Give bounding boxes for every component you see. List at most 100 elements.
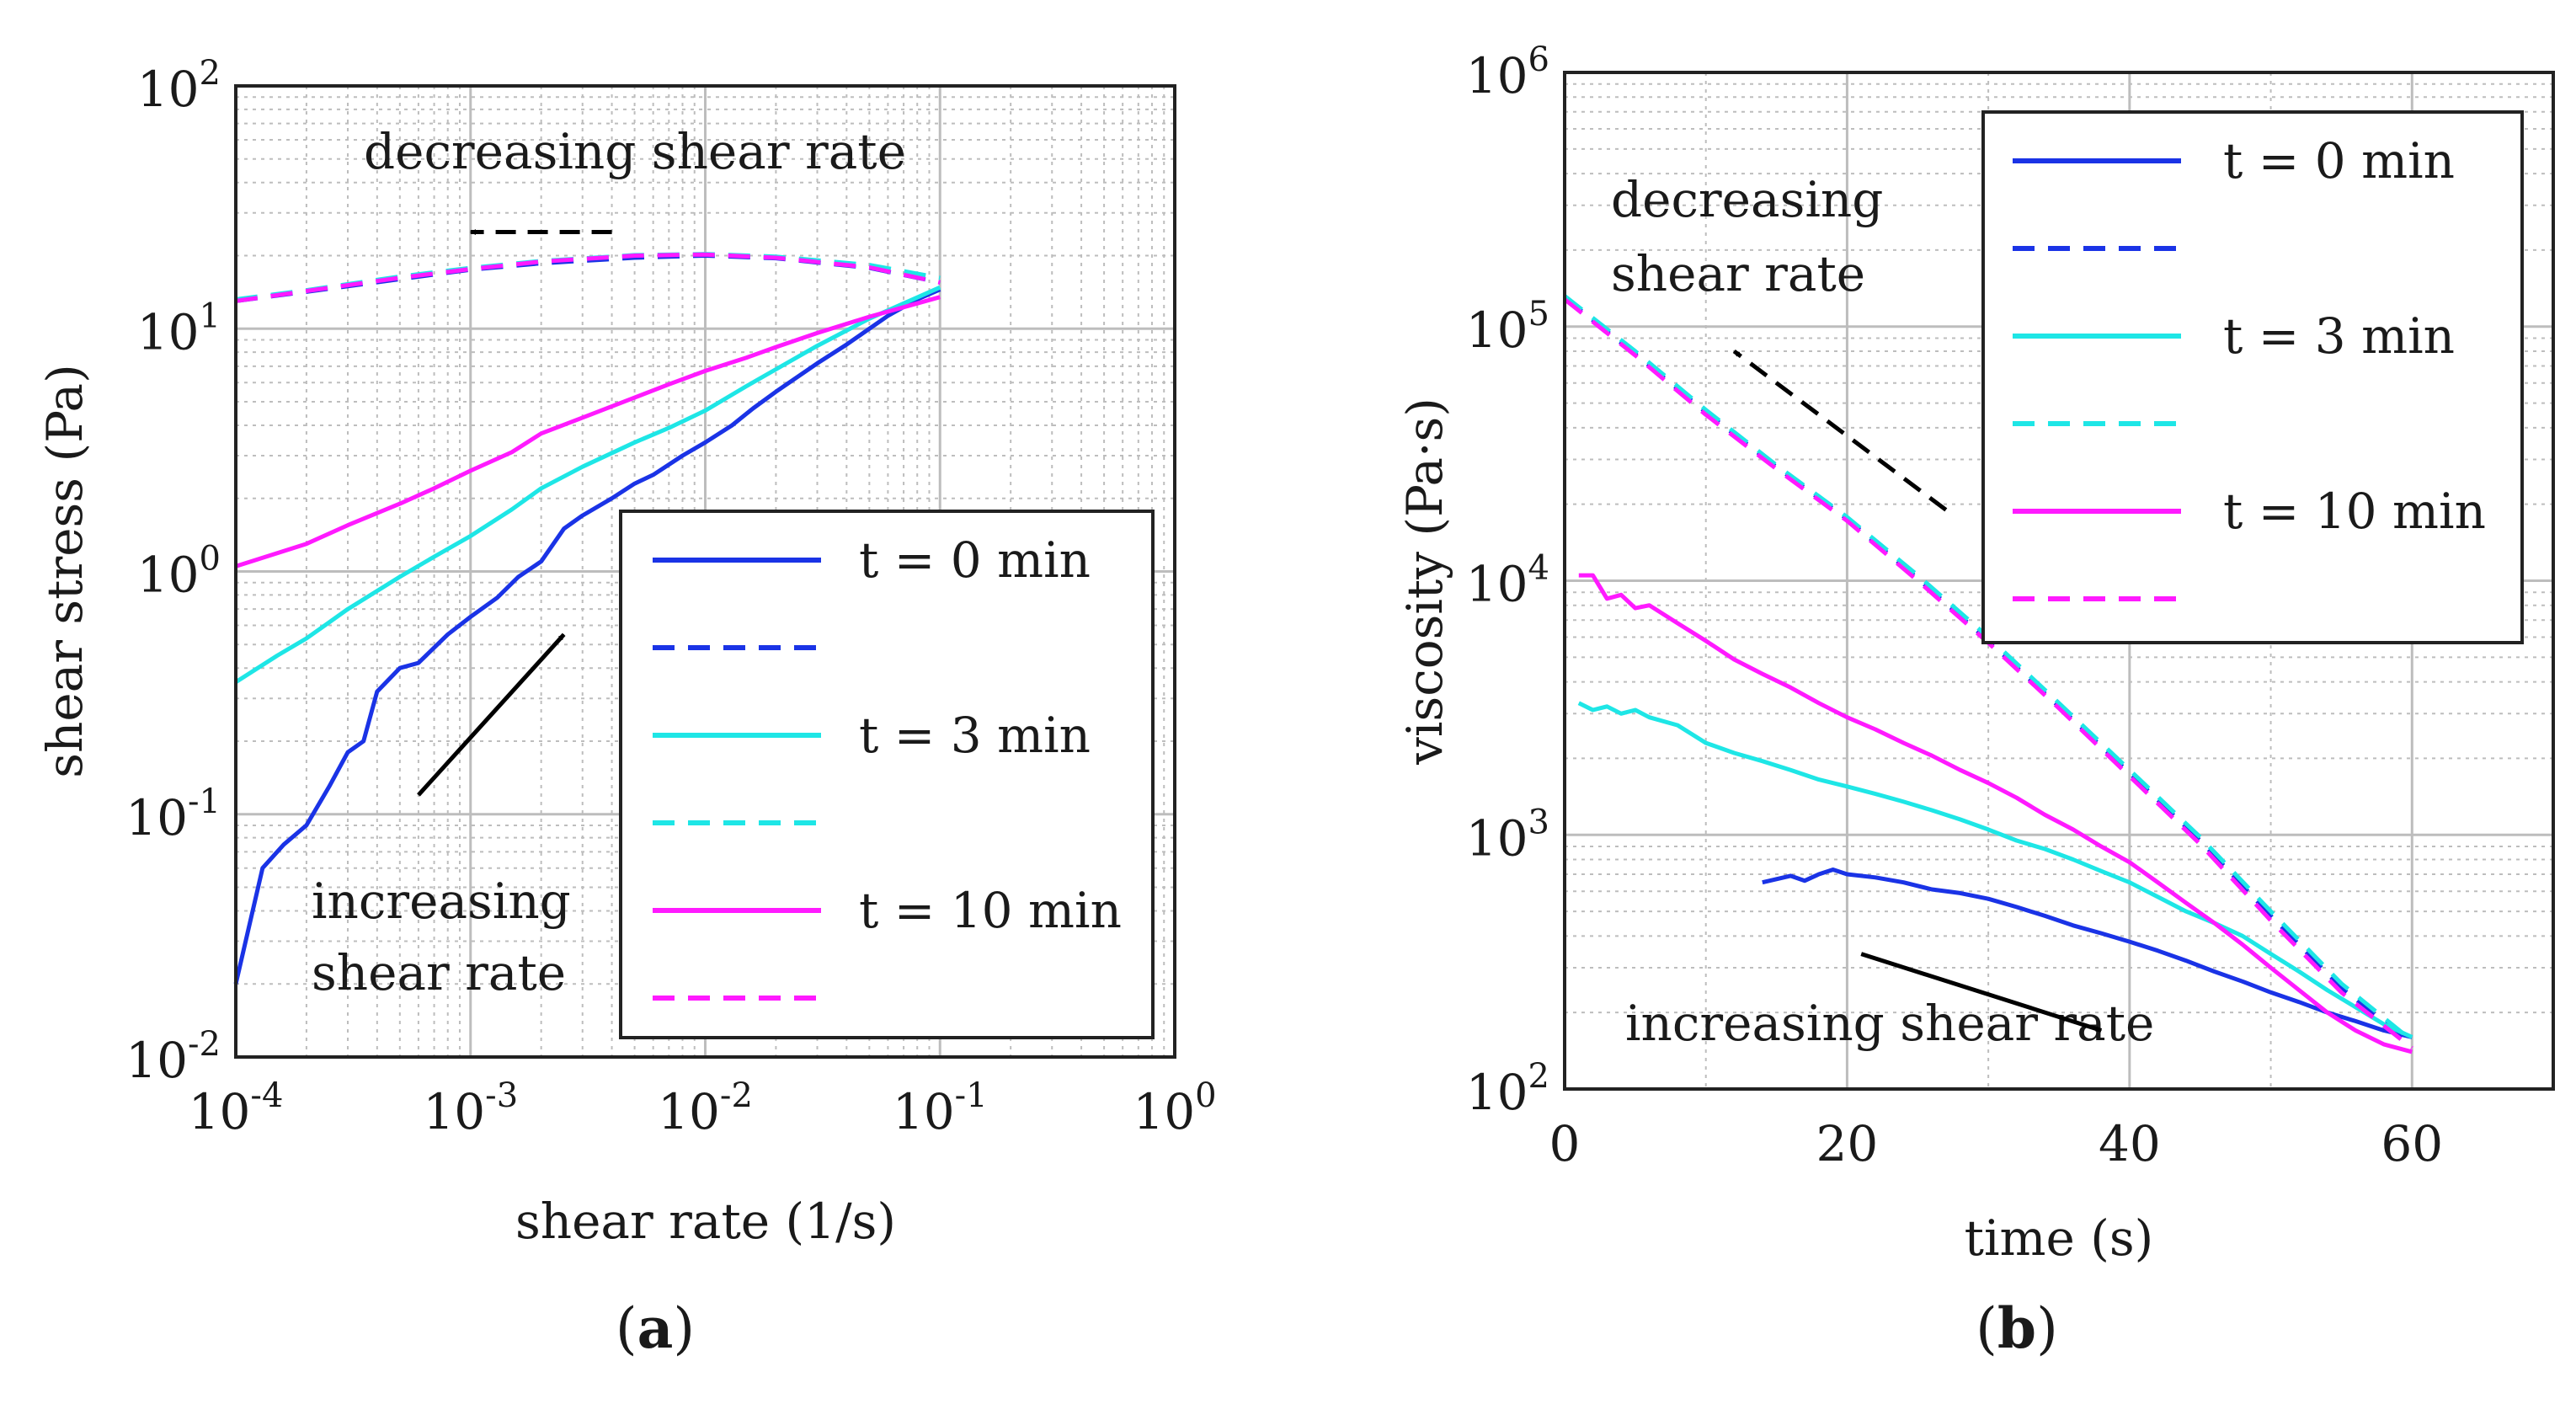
tick-base: 10 — [1133, 1083, 1195, 1140]
annotation-decreasing-line-2: shear rate — [1611, 245, 1865, 302]
tick-base: 10 — [137, 547, 200, 604]
tick-exponent: 2 — [1528, 1057, 1549, 1096]
tick-base: 10 — [125, 1032, 188, 1089]
b-increasing-arrow — [1860, 952, 2103, 1033]
panel-b-caption-open: ( — [1976, 1296, 1997, 1361]
panel-b-axes-frame — [1563, 71, 2555, 1091]
tick-base: 10 — [1466, 302, 1528, 359]
x-tick-label: 10-3 — [423, 1076, 518, 1140]
y-tick-label: 104 — [1466, 549, 1549, 613]
y-tick-label: 105 — [1466, 295, 1549, 359]
y-tick-label: 102 — [137, 54, 221, 118]
tick-base: 10 — [1466, 47, 1528, 104]
panel-a-caption: (a) — [616, 1295, 695, 1361]
panel-b-caption-close: ) — [2036, 1296, 2058, 1361]
annotation-decreasing-shear-rate: decreasing shear rate — [364, 123, 906, 180]
b-decreasing-arrow — [1732, 349, 1948, 512]
x-tick-label: 0 — [1549, 1115, 1581, 1172]
tick-exponent: -1 — [955, 1076, 988, 1115]
y-tick-label: 101 — [137, 296, 221, 360]
legend-label: t = 3 min — [2223, 307, 2455, 365]
panel-a-caption-open: ( — [616, 1296, 637, 1361]
tick-exponent: 0 — [200, 540, 221, 579]
panel-b-caption: (b) — [1976, 1295, 2058, 1361]
tick-exponent: 1 — [200, 296, 221, 335]
tick-base: 10 — [1466, 809, 1528, 867]
panel-a-legend-box — [619, 510, 1155, 1039]
y-tick-label: 103 — [1466, 803, 1549, 867]
panel-b-legend-box — [1981, 110, 2524, 644]
legend-label: t = 3 min — [859, 707, 1091, 764]
tick-base: 10 — [658, 1083, 720, 1140]
tick-base: 10 — [137, 303, 200, 360]
a-increasing-arrow — [417, 633, 566, 797]
series-line-t3-solid — [234, 285, 941, 685]
annotation-decreasing-line-1: decreasing — [1611, 171, 1883, 228]
legend-label: t = 10 min — [859, 882, 1122, 939]
y-tick-label: 106 — [1466, 40, 1549, 104]
panel-a-axes-frame — [234, 84, 1176, 1059]
tick-exponent: 4 — [1528, 549, 1549, 588]
x-tick-label: 10-1 — [893, 1076, 988, 1140]
x-tick-label: 10-4 — [189, 1076, 284, 1140]
tick-exponent: -1 — [188, 782, 221, 821]
tick-base: 0 — [1549, 1115, 1581, 1172]
x-tick-label: 20 — [1816, 1115, 1879, 1172]
legend-label: t = 0 min — [2223, 132, 2455, 190]
tick-base: 10 — [1466, 556, 1528, 613]
tick-base: 40 — [2099, 1115, 2161, 1172]
tick-exponent: -4 — [250, 1076, 283, 1115]
panel-b: decreasing shear rate increasing shear r… — [1396, 40, 2555, 1361]
panel-a-legend: t = 0 min t = 3 min t = 10 min — [619, 510, 1155, 1039]
y-tick-label: 100 — [137, 540, 221, 604]
tick-exponent: -2 — [720, 1076, 753, 1115]
tick-base: 10 — [125, 789, 188, 846]
tick-base: 60 — [2381, 1115, 2443, 1172]
series-line-t10-solid — [1578, 573, 2413, 1054]
panel-a-series — [233, 252, 941, 985]
tick-exponent: 0 — [1195, 1076, 1216, 1115]
panel-b-x-axis-label: time (s) — [1965, 1209, 2154, 1267]
series-line-t10-solid — [235, 295, 941, 569]
tick-base: 20 — [1816, 1115, 1879, 1172]
legend-label: t = 10 min — [2223, 483, 2486, 540]
panel-a-y-axis-label: shear stress (Pa) — [36, 364, 93, 778]
annotation-increasing-line-2: shear rate — [312, 944, 566, 1001]
series-line-t0-solid — [1762, 867, 2413, 1039]
panel-a-caption-letter: a — [637, 1295, 674, 1361]
panel-a: decreasing shear rate increasing shear r… — [36, 54, 1217, 1361]
tick-base: 10 — [423, 1083, 485, 1140]
y-tick-label: 10-1 — [125, 782, 221, 846]
tick-exponent: 5 — [1528, 295, 1549, 334]
panel-b-y-axis-label: viscosity (Pa·s) — [1396, 398, 1453, 766]
series-line-t3-solid — [1577, 701, 2413, 1039]
tick-base: 10 — [189, 1083, 251, 1140]
x-tick-label: 60 — [2381, 1115, 2443, 1172]
panel-a-caption-close: ) — [673, 1296, 695, 1361]
tick-base: 10 — [893, 1083, 955, 1140]
panel-b-annotations: decreasing shear rate increasing shear r… — [1611, 171, 2154, 1052]
legend-label: t = 0 min — [859, 531, 1091, 589]
x-tick-label: 100 — [1133, 1076, 1216, 1140]
tick-exponent: 3 — [1528, 803, 1549, 841]
tick-exponent: 2 — [200, 54, 221, 93]
panel-a-annotations: decreasing shear rate increasing shear r… — [312, 123, 906, 1001]
y-tick-label: 102 — [1466, 1057, 1549, 1121]
tick-exponent: -3 — [485, 1076, 518, 1115]
tick-base: 10 — [1466, 1064, 1528, 1121]
panel-b-caption-letter: b — [1997, 1295, 2036, 1361]
panel-b-legend: t = 0 min t = 3 min t = 10 min — [1981, 110, 2524, 644]
tick-base: 10 — [137, 61, 200, 118]
annotation-increasing-line-1: increasing — [312, 873, 571, 930]
panel-a-x-axis-label: shear rate (1/s) — [515, 1193, 896, 1250]
annotation-increasing-shear-rate: increasing shear rate — [1625, 995, 2154, 1052]
series-line-t0-solid — [233, 287, 941, 985]
x-tick-label: 10-2 — [658, 1076, 753, 1140]
x-tick-label: 40 — [2099, 1115, 2161, 1172]
tick-exponent: -2 — [188, 1025, 221, 1064]
y-tick-label: 10-2 — [125, 1025, 221, 1089]
series-line-t10-dashed — [235, 252, 941, 303]
